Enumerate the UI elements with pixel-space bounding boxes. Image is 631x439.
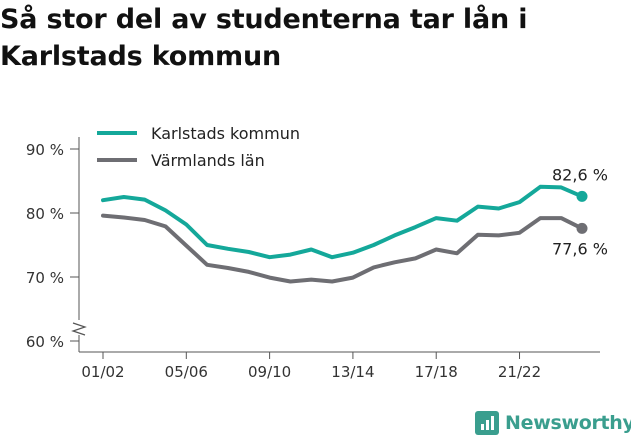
y-tick-label: 90 %	[26, 141, 64, 159]
series-end-point	[576, 190, 588, 202]
y-tick-label: 70 %	[26, 269, 64, 287]
x-tick-label: 13/14	[331, 363, 374, 381]
series-line	[101, 213, 584, 284]
brand-name: Newsworthy	[505, 412, 631, 434]
x-tick-label: 09/10	[248, 363, 291, 381]
bar-chart-icon	[475, 411, 499, 435]
legend-label: Värmlands län	[151, 151, 265, 170]
x-axis: 01/02 05/06 09/10 13/14 17/18 21/22	[79, 351, 600, 381]
chart-title: Så stor del av studenterna tar lån i Kar…	[0, 4, 528, 72]
series-end-label: 82,6 %	[552, 165, 608, 184]
series-end-label: 77,6 %	[552, 239, 608, 258]
series-line	[101, 184, 584, 260]
newsworthy-logo: Newsworthy	[475, 407, 631, 439]
x-tick-label: 17/18	[415, 363, 458, 381]
y-tick-label: 80 %	[26, 205, 64, 223]
x-tick-label: 01/02	[81, 363, 124, 381]
axis-break-icon	[71, 322, 87, 336]
x-tick-label: 21/22	[498, 363, 541, 381]
y-axis: 60 % 70 % 80 % 90 %	[26, 137, 87, 352]
series-layer: 82,6 % 77,6 %	[101, 165, 608, 284]
y-tick-label: 60 %	[26, 333, 64, 351]
legend-label: Karlstads kommun	[151, 124, 300, 143]
series-end-point	[576, 222, 588, 234]
legend: Karlstads kommun Värmlands län	[97, 124, 300, 170]
x-tick-label: 05/06	[165, 363, 208, 381]
